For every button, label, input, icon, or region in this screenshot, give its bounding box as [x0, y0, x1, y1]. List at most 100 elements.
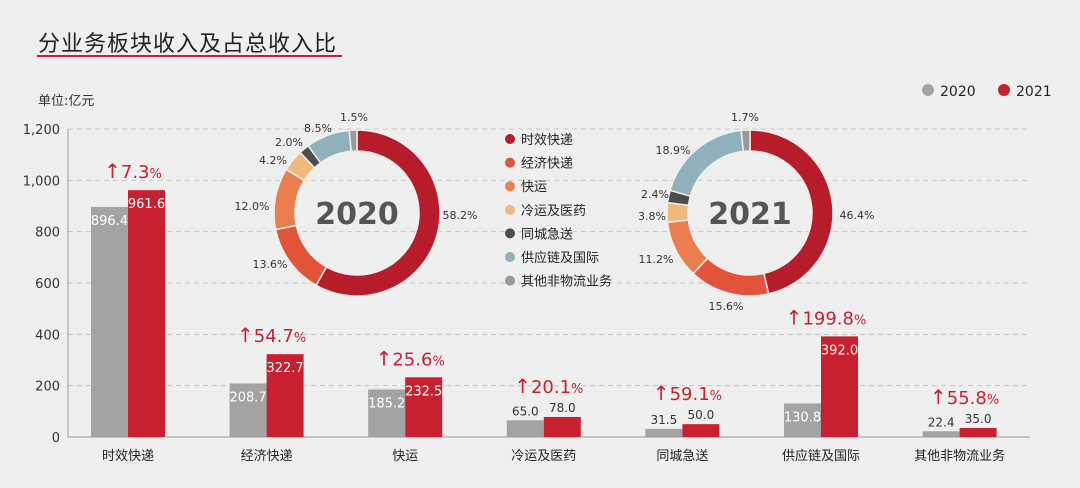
donut-legend-label: 冷运及医药 — [521, 204, 586, 219]
legend-marker-2021 — [998, 84, 1010, 96]
bar-value-label: 232.5 — [405, 384, 442, 399]
donut-legend-marker — [505, 252, 515, 262]
donut-segment — [740, 129, 751, 153]
donut-percent-label: 46.4% — [840, 209, 875, 222]
growth-label: ↑55.8% — [930, 385, 999, 409]
donut-segment — [692, 257, 770, 297]
growth-value: 7.3 — [121, 162, 150, 183]
bar-2020 — [922, 431, 960, 437]
bar-2020 — [91, 206, 128, 437]
up-arrow-icon: ↑ — [930, 385, 947, 409]
x-category-label: 快运 — [392, 449, 418, 464]
bar-value-label: 208.7 — [229, 390, 266, 405]
growth-unit: % — [854, 313, 866, 328]
bar-value-label: 130.8 — [784, 410, 821, 425]
up-arrow-icon: ↑ — [653, 381, 670, 405]
donut-legend-marker — [505, 228, 515, 239]
y-tick-label: 600 — [35, 277, 60, 292]
growth-label: ↑59.1% — [653, 381, 722, 405]
bar-value-label: 65.0 — [512, 404, 539, 418]
growth-unit: % — [432, 354, 444, 369]
donut-percent-label: 8.5% — [304, 122, 332, 135]
donut-legend-label: 其他非物流业务 — [521, 274, 612, 290]
bar-value-label: 78.0 — [549, 401, 576, 415]
growth-label: ↑199.8% — [786, 305, 867, 329]
up-arrow-icon: ↑ — [514, 374, 531, 398]
x-category-label: 经济快递 — [241, 449, 293, 464]
growth-value: 55.8 — [947, 388, 987, 409]
growth-label: ↑54.7% — [237, 323, 306, 347]
legend-label: 2020 — [940, 84, 976, 100]
donut-segment — [666, 219, 709, 275]
donut-legend-label: 供应链及国际 — [521, 250, 599, 266]
bar-2020 — [784, 403, 821, 437]
y-tick-label: 1,200 — [23, 123, 60, 138]
donut-percent-label: 3.8% — [638, 210, 666, 223]
bar-2020 — [506, 420, 544, 437]
donut-percent-label: 12.0% — [235, 200, 270, 213]
donut-segment — [348, 129, 358, 153]
x-category-label: 冷运及医药 — [511, 449, 576, 464]
bar-2021 — [128, 190, 165, 437]
y-tick-label: 0 — [52, 431, 60, 446]
y-tick-label: 800 — [35, 226, 60, 241]
donut-percent-label: 4.2% — [259, 154, 287, 167]
growth-unit: % — [987, 393, 999, 408]
bar-value-label: 185.2 — [368, 396, 405, 411]
up-arrow-icon: ↑ — [786, 305, 803, 329]
donut-percent-label: 11.2% — [639, 253, 674, 266]
growth-value: 199.8 — [802, 308, 854, 329]
donut-legend-label: 经济快递 — [521, 157, 573, 172]
donut-percent-label: 1.5% — [340, 111, 368, 124]
donut-center-label: 2020 — [315, 197, 399, 232]
legend-marker-2020 — [922, 84, 934, 96]
donut-legend-marker — [505, 181, 515, 192]
chart-title: 分业务板块收入及占总收入比 — [38, 32, 338, 57]
bar-2021 — [682, 424, 720, 437]
bar-2020 — [368, 389, 406, 437]
bar-2021 — [821, 336, 858, 437]
donut-percent-label: 1.7% — [731, 111, 759, 124]
y-tick-label: 200 — [35, 380, 60, 395]
growth-unit: % — [294, 331, 306, 346]
donut-percent-label: 58.2% — [443, 209, 478, 222]
donut-legend-marker — [505, 134, 515, 144]
donut-percent-label: 18.9% — [656, 144, 691, 157]
bar-value-label: 961.6 — [128, 197, 165, 212]
bar-2021 — [959, 428, 997, 437]
x-category-label: 供应链及国际 — [782, 448, 860, 464]
y-tick-label: 400 — [35, 328, 60, 343]
growth-value: 59.1 — [670, 384, 710, 405]
title-underline — [37, 55, 342, 57]
growth-unit: % — [150, 167, 162, 182]
donut-segment — [669, 129, 745, 198]
donut-percent-label: 15.6% — [709, 300, 744, 313]
bar-2020 — [229, 383, 267, 437]
growth-label: ↑20.1% — [514, 374, 583, 398]
bar-2021 — [405, 377, 443, 437]
bar-2021 — [266, 354, 304, 437]
bar-value-label: 22.4 — [928, 415, 955, 429]
bar-value-label: 392.0 — [821, 343, 858, 358]
donut-legend-marker — [505, 275, 515, 286]
y-tick-label: 1,000 — [23, 174, 60, 189]
bar-value-label: 896.4 — [91, 214, 128, 229]
donut-legend-label: 快运 — [521, 180, 547, 195]
donut-percent-label: 2.0% — [275, 136, 303, 149]
growth-unit: % — [710, 389, 722, 404]
growth-unit: % — [571, 382, 583, 397]
growth-label: ↑25.6% — [376, 346, 445, 370]
bar-2021 — [543, 416, 581, 437]
growth-value: 54.7 — [254, 326, 294, 347]
growth-label: ↑7.3% — [104, 159, 162, 183]
donut-segment — [274, 224, 328, 287]
x-category-label: 时效快递 — [102, 449, 154, 464]
donut-percent-label: 13.6% — [253, 258, 288, 271]
up-arrow-icon: ↑ — [376, 346, 393, 370]
donut-center-label: 2021 — [708, 197, 792, 232]
x-category-label: 其他非物流业务 — [914, 448, 1005, 464]
bar-2020 — [645, 428, 683, 437]
up-arrow-icon: ↑ — [104, 159, 121, 183]
donut-percent-label: 2.4% — [641, 188, 669, 201]
